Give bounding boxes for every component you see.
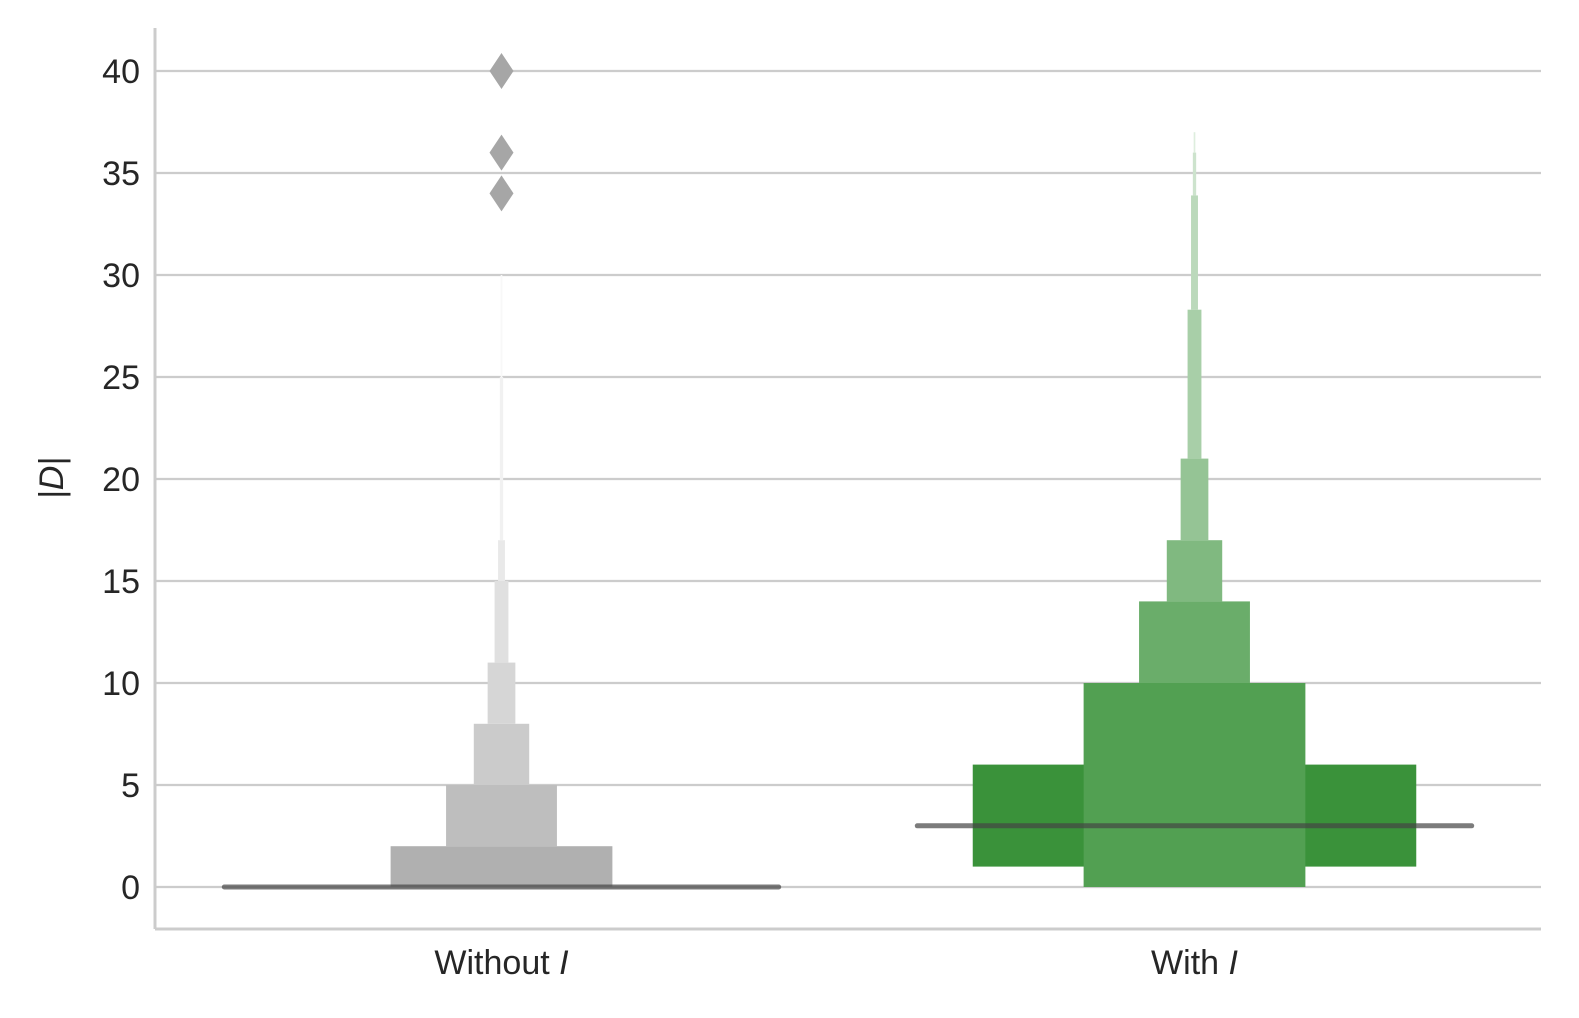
x-tick-label: With I [1151, 944, 1238, 982]
boxen-box [494, 581, 509, 663]
boxen-box [1083, 683, 1306, 887]
boxen-box [390, 846, 613, 887]
y-tick-labels: 0 5 10 15 20 25 30 35 40 [102, 53, 140, 907]
y-tick-label: 35 [102, 155, 140, 193]
x-tick-label-variable: I [559, 944, 569, 982]
x-tick-label-variable: I [1229, 944, 1239, 982]
boxen-box [487, 662, 516, 724]
y-tick-label: 0 [121, 869, 140, 907]
x-tick-label-text: With [1151, 944, 1228, 982]
boxen-box [1139, 601, 1250, 683]
category-group [914, 132, 1475, 887]
boxen-box [473, 723, 530, 785]
grid-lines [155, 69, 1541, 889]
y-axis-label: |D| [33, 457, 71, 499]
y-tick-label: 25 [102, 359, 140, 397]
boxen-box [499, 377, 504, 541]
y-tick-label: 15 [102, 563, 140, 601]
boxen-box [500, 275, 503, 377]
boxen-plot-area [221, 53, 1475, 890]
outlier-point [489, 134, 514, 171]
x-tick-labels: Without I With I [434, 944, 1238, 982]
boxen-box [1180, 458, 1209, 541]
y-tick-label: 40 [102, 53, 140, 91]
outlier-point [489, 175, 514, 212]
boxen-box [1166, 540, 1223, 602]
x-tick-label-text: Without [434, 944, 559, 982]
category-group [221, 53, 782, 890]
y-tick-label: 5 [121, 767, 140, 805]
boxen-box [498, 540, 505, 581]
outlier-point [489, 53, 514, 89]
x-tick-label: Without I [434, 944, 569, 982]
y-tick-label: 10 [102, 665, 140, 703]
boxen-box [1193, 132, 1196, 153]
boxen-box [1192, 152, 1197, 196]
axis-spines [153, 28, 1541, 931]
y-tick-label: 20 [102, 461, 140, 499]
boxen-box [1191, 195, 1198, 310]
y-tick-label: 30 [102, 257, 140, 295]
boxen-box [1187, 309, 1202, 459]
boxen-box [446, 785, 557, 847]
